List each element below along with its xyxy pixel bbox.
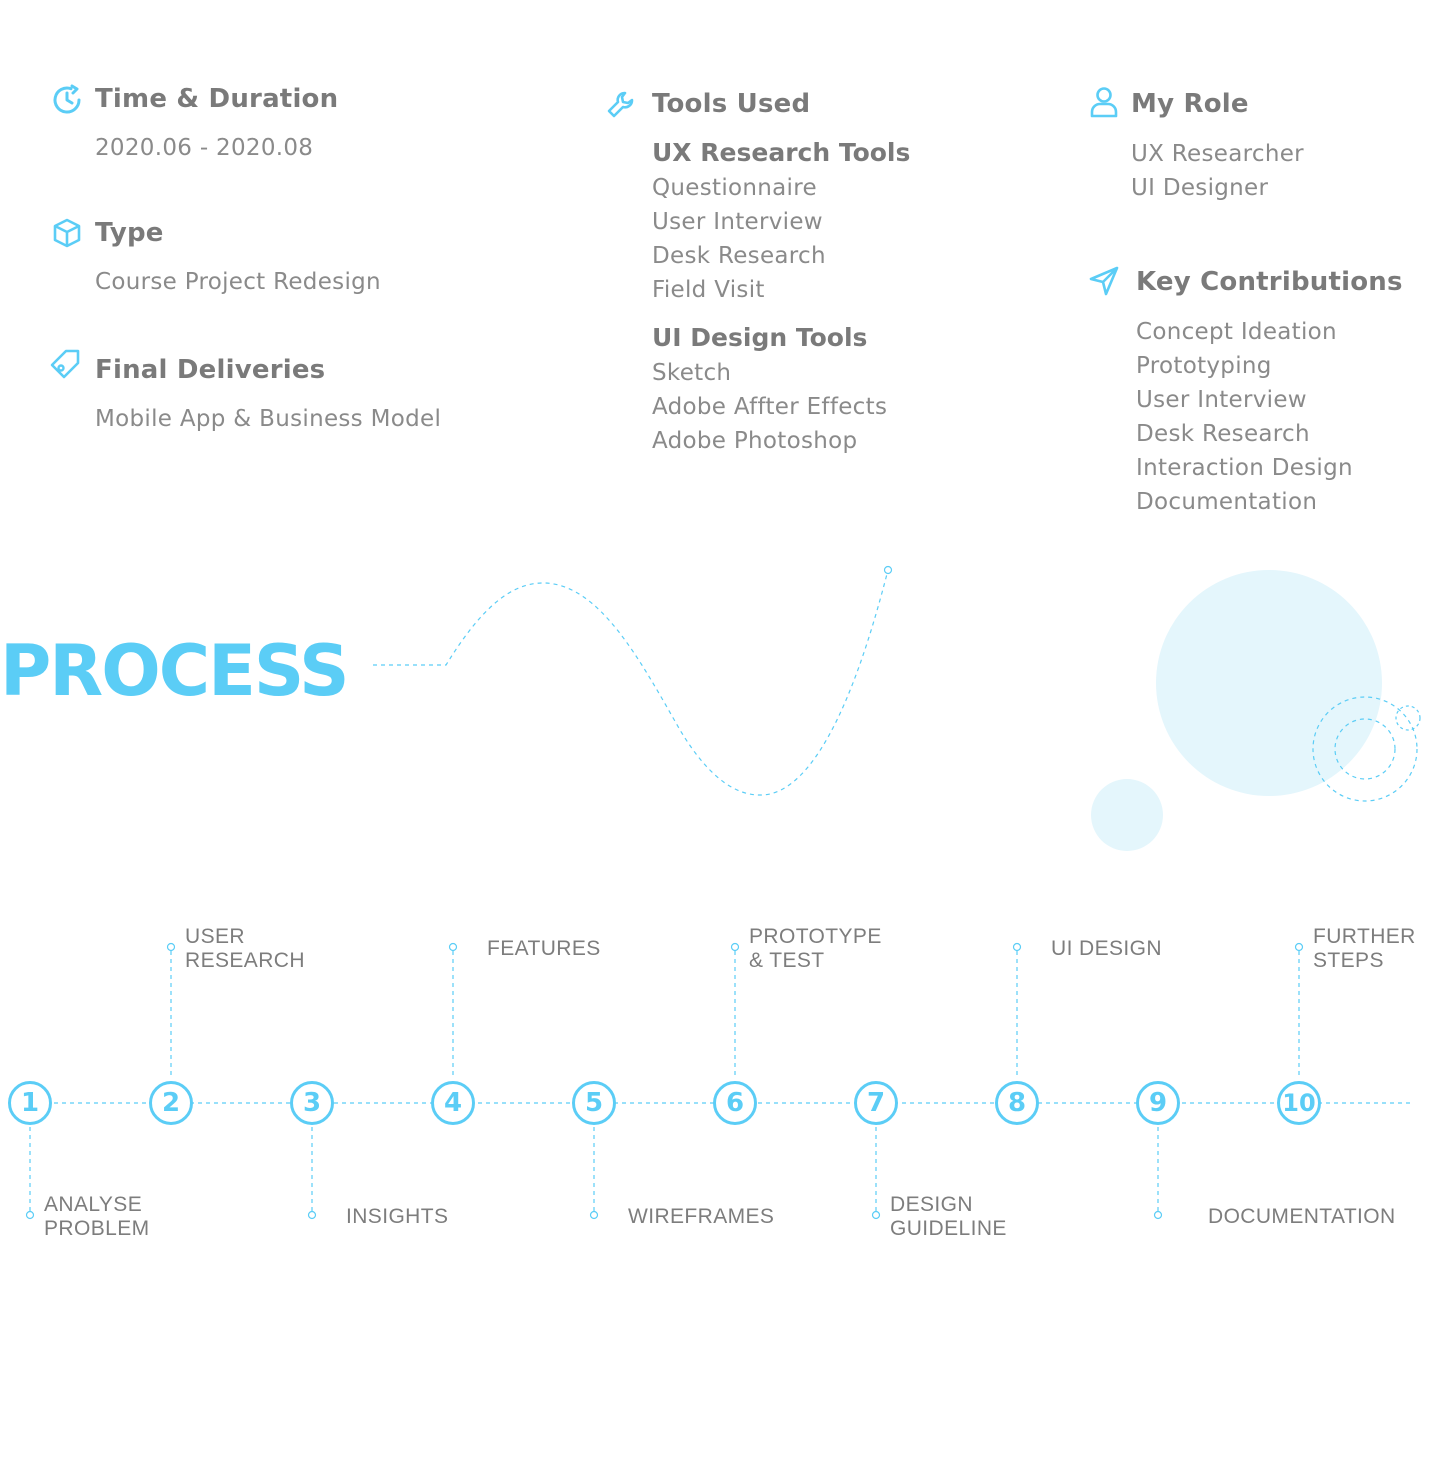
list-item: Adobe Affter Effects bbox=[652, 394, 888, 420]
tools-title: Tools Used bbox=[652, 89, 811, 119]
list-item: User Interview bbox=[1136, 387, 1307, 413]
step-dot bbox=[871, 1210, 881, 1220]
list-item: Adobe Photoshop bbox=[652, 428, 858, 454]
step-label-8: UI DESIGN bbox=[1051, 937, 1162, 961]
step-label-line: PROTOTYPE bbox=[749, 925, 882, 948]
step-label-7: DESIGN GUIDELINE bbox=[890, 1193, 1007, 1241]
step-label-4: FEATURES bbox=[487, 937, 601, 961]
step-circle-5: 5 bbox=[572, 1081, 616, 1125]
cube-icon bbox=[50, 216, 84, 250]
step-dot bbox=[166, 942, 176, 952]
step-label-line: DESIGN bbox=[890, 1193, 973, 1216]
contributions-title: Key Contributions bbox=[1136, 267, 1403, 297]
list-item: UI Designer bbox=[1131, 175, 1269, 201]
step-label-line: & TEST bbox=[749, 949, 825, 972]
step-label-line: ANALYSE bbox=[44, 1193, 143, 1216]
step-label-line: WIREFRAMES bbox=[628, 1205, 775, 1228]
role-list: UX Researcher UI Designer bbox=[1131, 137, 1304, 205]
time-duration-title: Time & Duration bbox=[95, 84, 339, 114]
step-label-line: DOCUMENTATION bbox=[1208, 1205, 1396, 1228]
step-circle-10: 10 bbox=[1277, 1081, 1321, 1125]
send-icon bbox=[1087, 264, 1121, 298]
list-item: UX Researcher bbox=[1131, 141, 1304, 167]
ux-tools-title: UX Research Tools bbox=[652, 138, 911, 167]
step-label-6: PROTOTYPE & TEST bbox=[749, 925, 882, 973]
step-label-line: USER bbox=[185, 925, 245, 948]
step-dot bbox=[589, 1210, 599, 1220]
step-circle-7: 7 bbox=[854, 1081, 898, 1125]
step-label-line: PROBLEM bbox=[44, 1217, 150, 1240]
role-title: My Role bbox=[1131, 89, 1249, 119]
step-label-9: DOCUMENTATION bbox=[1208, 1205, 1396, 1229]
step-label-3: INSIGHTS bbox=[346, 1205, 448, 1229]
step-circle-2: 2 bbox=[149, 1081, 193, 1125]
step-label-1: ANALYSE PROBLEM bbox=[44, 1193, 150, 1241]
step-label-line: RESEARCH bbox=[185, 949, 305, 972]
list-item: Field Visit bbox=[652, 277, 765, 303]
tag-icon bbox=[48, 347, 82, 381]
clock-icon bbox=[50, 83, 84, 117]
step-label-line: INSIGHTS bbox=[346, 1205, 449, 1228]
step-circle-9: 9 bbox=[1136, 1081, 1180, 1125]
step-label-10: FURTHER STEPS bbox=[1313, 925, 1416, 973]
list-item: Desk Research bbox=[652, 243, 826, 269]
ux-tools-list: Questionnaire User Interview Desk Resear… bbox=[652, 171, 826, 307]
step-dot bbox=[1153, 1210, 1163, 1220]
step-dot bbox=[1294, 942, 1304, 952]
step-dot bbox=[448, 942, 458, 952]
small-bubble bbox=[1091, 779, 1163, 851]
contributions-list: Concept Ideation Prototyping User Interv… bbox=[1136, 315, 1353, 519]
ui-tools-title: UI Design Tools bbox=[652, 323, 868, 352]
list-item: Prototyping bbox=[1136, 353, 1272, 379]
step-circle-8: 8 bbox=[995, 1081, 1039, 1125]
step-label-line: STEPS bbox=[1313, 949, 1384, 972]
user-icon bbox=[1087, 85, 1121, 119]
list-item: Sketch bbox=[652, 360, 732, 386]
dashed-ring-outer bbox=[1312, 696, 1418, 802]
list-item: Concept Ideation bbox=[1136, 319, 1337, 345]
step-dot bbox=[25, 1210, 35, 1220]
step-circle-4: 4 bbox=[431, 1081, 475, 1125]
list-item: Documentation bbox=[1136, 489, 1318, 515]
deliveries-value: Mobile App & Business Model bbox=[95, 406, 442, 432]
step-label-5: WIREFRAMES bbox=[628, 1205, 774, 1229]
step-dot bbox=[1012, 942, 1022, 952]
step-label-line: FURTHER bbox=[1313, 925, 1416, 948]
ui-tools-list: Sketch Adobe Affter Effects Adobe Photos… bbox=[652, 356, 887, 458]
large-bubble bbox=[1156, 570, 1382, 796]
type-title: Type bbox=[95, 218, 164, 248]
step-circle-1: 1 bbox=[8, 1081, 52, 1125]
step-label-line: GUIDELINE bbox=[890, 1217, 1007, 1240]
step-dot bbox=[307, 1210, 317, 1220]
wrench-icon bbox=[605, 87, 639, 121]
deliveries-title: Final Deliveries bbox=[95, 355, 326, 385]
time-duration-value: 2020.06 - 2020.08 bbox=[95, 135, 314, 161]
step-label-line: UI DESIGN bbox=[1051, 937, 1162, 960]
dashed-wave-path bbox=[373, 569, 889, 796]
list-item: Interaction Design bbox=[1136, 455, 1353, 481]
step-label-line: FEATURES bbox=[487, 937, 601, 960]
list-item: Desk Research bbox=[1136, 421, 1310, 447]
dashed-ring-small bbox=[1395, 705, 1421, 731]
list-item: Questionnaire bbox=[652, 175, 817, 201]
step-circle-3: 3 bbox=[290, 1081, 334, 1125]
wave-end-dot bbox=[883, 565, 893, 575]
step-circle-6: 6 bbox=[713, 1081, 757, 1125]
type-value: Course Project Redesign bbox=[95, 269, 381, 295]
dashed-ring-inner bbox=[1334, 718, 1396, 780]
step-dot bbox=[730, 942, 740, 952]
step-label-2: USER RESEARCH bbox=[185, 925, 305, 973]
process-title: PROCESS bbox=[0, 630, 350, 712]
list-item: User Interview bbox=[652, 209, 823, 235]
